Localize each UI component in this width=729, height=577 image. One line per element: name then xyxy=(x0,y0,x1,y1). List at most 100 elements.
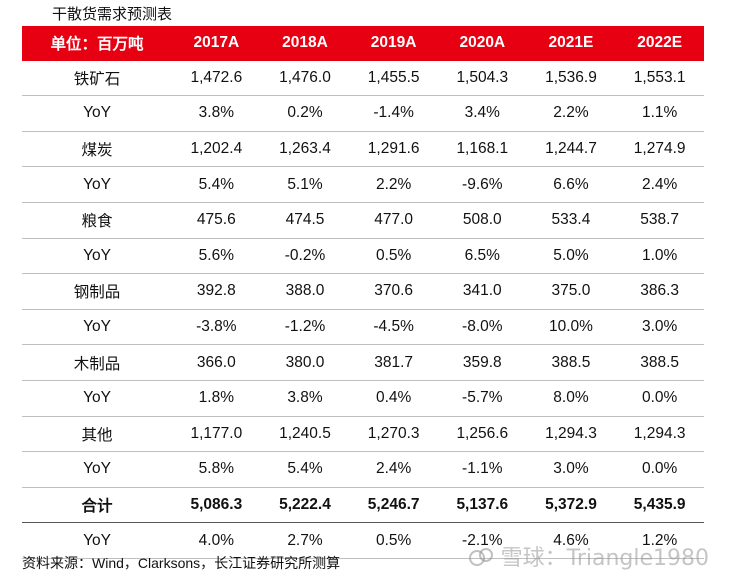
table-row: 合计 5,086.3 5,222.4 5,246.7 5,137.6 5,372.9 5,4… xyxy=(22,487,704,523)
table-cell: 1,291.6 xyxy=(367,140,420,158)
table-cell: -1.4% xyxy=(373,104,414,122)
table-cell: 1.0% xyxy=(641,246,678,264)
header-cell: 2021E xyxy=(526,26,616,61)
table-cell: 388.5 xyxy=(551,353,591,371)
table-cell: 386.3 xyxy=(640,282,680,300)
row-label: 钢制品 xyxy=(73,284,121,302)
header-row: 单位：百万吨 2017A 2018A 2019A 2020A 2021E 202… xyxy=(22,26,704,61)
table-cell: 1,504.3 xyxy=(456,68,509,86)
table-row: YoY 3.8% 0.2% -1.4% 3.4% 2.2% 1.1% xyxy=(22,96,704,132)
table-cell: 5,435.9 xyxy=(633,496,686,514)
table-cell: 1,455.5 xyxy=(367,68,420,86)
table-cell: 533.4 xyxy=(551,211,591,229)
table-cell: 392.8 xyxy=(196,282,236,300)
table-cell: 1,177.0 xyxy=(190,424,243,442)
table-row: 粮食 475.6 474.5 477.0 508.0 533.4 538.7 xyxy=(22,202,704,239)
table-cell: 370.6 xyxy=(374,282,414,300)
snowball-logo-icon xyxy=(468,548,493,566)
table-cell: -4.5% xyxy=(373,318,414,336)
table-cell: 359.8 xyxy=(462,353,502,371)
table-row: YoY 5.8% 5.4% 2.4% -1.1% 3.0% 0.0% xyxy=(22,452,704,488)
table-cell: 1,274.9 xyxy=(633,140,686,158)
forecast-table: 单位：百万吨 2017A 2018A 2019A 2020A 2021E 202… xyxy=(22,26,704,559)
table-cell: -0.2% xyxy=(284,246,326,264)
table-cell: 1,472.6 xyxy=(190,68,243,86)
row-label: YoY xyxy=(83,246,111,264)
table-cell: 366.0 xyxy=(196,353,236,371)
header-cell: 2020A xyxy=(437,26,527,61)
table-row: YoY 5.4% 5.1% 2.2% -9.6% 6.6% 2.4% xyxy=(22,167,704,203)
table-cell: 341.0 xyxy=(462,282,502,300)
table-cell: 2.2% xyxy=(375,175,412,193)
watermark: 雪球：Triangle1980 xyxy=(468,540,709,572)
table-cell: -1.2% xyxy=(284,318,326,336)
table-cell: 388.0 xyxy=(285,282,325,300)
row-label: 煤炭 xyxy=(81,142,113,160)
table-cell: 0.0% xyxy=(641,389,678,407)
table-cell: 388.5 xyxy=(640,353,680,371)
table-cell: 1.8% xyxy=(198,389,234,407)
table-row: 钢制品 392.8 388.0 370.6 341.0 375.0 386.3 xyxy=(22,274,704,310)
row-label: YoY xyxy=(83,389,111,407)
table-cell: 8.0% xyxy=(553,389,589,407)
header-cell: 2019A xyxy=(349,26,438,61)
header-cell: 2017A xyxy=(172,26,261,61)
table-row: YoY 1.8% 3.8% 0.4% -5.7% 8.0% 0.0% xyxy=(22,380,704,417)
table-row: 其他 1,177.0 1,240.5 1,270.3 1,256.6 1,294.3 1,2… xyxy=(22,416,704,452)
table-cell: 1,168.1 xyxy=(456,140,509,158)
table-cell: 3.0% xyxy=(553,460,589,478)
table-row: YoY -3.8% -1.2% -4.5% -8.0% 10.0% 3.0% xyxy=(22,309,704,345)
row-label: YoY xyxy=(83,175,111,193)
header-cell: 2018A xyxy=(260,26,350,61)
table-cell: 5,137.6 xyxy=(456,496,509,514)
watermark-text: 雪球：Triangle1980 xyxy=(500,546,709,571)
table-cell: 1,536.9 xyxy=(545,68,597,86)
row-label: YoY xyxy=(83,460,111,478)
row-label: 其他 xyxy=(81,426,113,444)
table-cell: 1,270.3 xyxy=(367,424,420,442)
table-cell: 5.6% xyxy=(198,246,234,264)
table-cell: 4.6% xyxy=(553,531,589,549)
row-label: 粮食 xyxy=(81,213,113,231)
table-cell: 474.5 xyxy=(285,211,325,229)
table-cell: -3.8% xyxy=(196,318,237,336)
table-cell: 5,222.4 xyxy=(279,496,331,514)
table-cell: 1,202.4 xyxy=(190,140,243,158)
table-cell: 5.4% xyxy=(198,175,234,193)
table-cell: -2.1% xyxy=(462,531,503,549)
row-label: YoY xyxy=(83,104,111,122)
table-cell: -8.0% xyxy=(462,318,503,336)
table-cell: 3.8% xyxy=(287,389,323,407)
table-row: YoY 5.6% -0.2% 0.5% 6.5% 5.0% 1.0% xyxy=(22,238,704,274)
table-cell: 381.7 xyxy=(374,353,414,371)
table-cell: 1.1% xyxy=(641,104,678,122)
table-cell: 538.7 xyxy=(640,211,680,229)
table-cell: 10.0% xyxy=(548,318,593,336)
table-row: 木制品 366.0 380.0 381.7 359.8 388.5 388.5 xyxy=(22,345,704,381)
table-cell: -5.7% xyxy=(462,389,503,407)
table-cell: 1.2% xyxy=(641,531,678,549)
table-cell: 6.6% xyxy=(553,175,589,193)
table-cell: 508.0 xyxy=(462,211,502,229)
table-cell: 5.1% xyxy=(287,175,323,193)
table-cell: 0.4% xyxy=(375,389,412,407)
table-cell: 5,372.9 xyxy=(545,496,597,514)
table-cell: 0.0% xyxy=(641,460,678,478)
table-cell: 380.0 xyxy=(285,353,325,371)
table-title: 干散货需求预测表 xyxy=(52,6,173,23)
table-cell: 0.5% xyxy=(375,246,412,264)
table-cell: -1.1% xyxy=(462,460,503,478)
table-cell: 1,256.6 xyxy=(456,424,509,442)
table-cell: 475.6 xyxy=(196,211,236,229)
table-cell: 3.0% xyxy=(641,318,678,336)
table-cell: 1,263.4 xyxy=(279,140,331,158)
table-cell: 1,294.3 xyxy=(633,424,686,442)
table-cell: 375.0 xyxy=(551,282,591,300)
table-cell: 5.0% xyxy=(553,246,589,264)
table-row: 铁矿石 1,472.6 1,476.0 1,455.5 1,504.3 1,536.9 1,… xyxy=(22,61,704,96)
table-cell: 1,244.7 xyxy=(545,140,597,158)
table-cell: 1,294.3 xyxy=(545,424,597,442)
table-cell: -9.6% xyxy=(462,175,503,193)
table-cell: 1,553.1 xyxy=(633,68,686,86)
row-label: YoY xyxy=(83,531,111,549)
